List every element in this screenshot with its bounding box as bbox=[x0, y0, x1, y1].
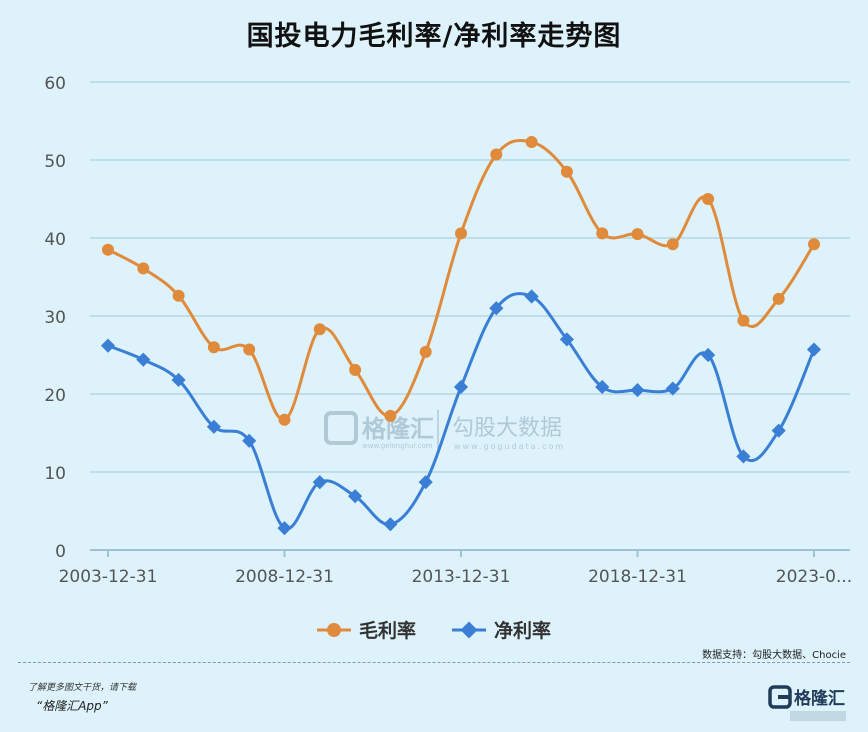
data-point-net bbox=[100, 338, 116, 353]
data-point-gross bbox=[137, 262, 150, 275]
legend-swatch-net bbox=[452, 621, 486, 638]
data-point-net bbox=[277, 521, 292, 536]
data-point-net bbox=[665, 381, 680, 396]
data-point-gross bbox=[772, 292, 785, 305]
legend-item-net: 净利率 bbox=[452, 616, 551, 643]
watermark-data-url: www.gogudata.com bbox=[454, 442, 565, 451]
watermark-brand-url: www.gelonghui.com bbox=[362, 442, 433, 450]
data-point-net bbox=[348, 489, 363, 504]
data-point-net bbox=[771, 423, 786, 438]
data-point-gross bbox=[313, 323, 326, 336]
legend-item-gross: 毛利率 bbox=[316, 616, 416, 643]
promo-line-1: 了解更多图文干货，请下载 bbox=[28, 683, 137, 693]
data-point-gross bbox=[455, 227, 467, 240]
chart-legend: 毛利率 净利率 bbox=[0, 616, 868, 643]
watermark: 格隆汇 www.gelonghui.com 勾股大数据 www.gogudata… bbox=[324, 410, 565, 451]
data-point-gross bbox=[207, 341, 220, 354]
data-point-gross bbox=[560, 165, 573, 178]
watermark-brand: 格隆汇 bbox=[362, 415, 434, 443]
data-point-net bbox=[701, 347, 716, 363]
legend-label-gross: 毛利率 bbox=[358, 620, 416, 642]
legend-swatch-gross bbox=[316, 622, 351, 637]
x-tick-label: 2013-12-31 bbox=[412, 567, 511, 587]
watermark-data-brand: 勾股大数据 bbox=[452, 416, 562, 441]
data-point-gross bbox=[737, 314, 750, 327]
x-tick-label: 2018-12-31 bbox=[588, 567, 687, 587]
data-point-net bbox=[171, 372, 186, 388]
data-point-net bbox=[736, 449, 751, 464]
data-point-gross bbox=[666, 238, 679, 251]
data-point-gross bbox=[349, 363, 362, 376]
data-point-gross bbox=[596, 227, 609, 240]
brand-logo: 格隆汇 bbox=[768, 685, 846, 721]
data-point-net bbox=[206, 419, 221, 434]
series-line-gross bbox=[107, 138, 816, 422]
y-tick-label: 0 bbox=[55, 542, 66, 562]
data-source-note: 数据支持：勾股大数据、Chocie bbox=[702, 650, 846, 661]
data-point-gross bbox=[419, 345, 432, 358]
data-point-gross bbox=[808, 238, 820, 251]
data-point-net bbox=[418, 475, 433, 490]
watermark-logo-mark bbox=[324, 411, 358, 445]
x-tick-label: 2023-0... bbox=[776, 567, 852, 587]
y-tick-label: 30 bbox=[44, 308, 66, 328]
data-point-net bbox=[383, 517, 398, 532]
series-line-net bbox=[107, 292, 816, 531]
footer-divider bbox=[18, 662, 850, 663]
data-point-net bbox=[312, 475, 327, 490]
y-tick-label: 20 bbox=[44, 386, 66, 406]
x-tick-label: 2003-12-31 bbox=[59, 567, 158, 587]
legend-label-net: 净利率 bbox=[494, 620, 552, 642]
data-point-net bbox=[630, 383, 645, 398]
data-point-gross bbox=[243, 343, 256, 356]
data-point-gross bbox=[384, 409, 397, 422]
axis-layer: 0 10 20 30 40 50 60 2003-12-31 2008-12-31 2013-12… bbox=[44, 74, 852, 587]
data-point-gross bbox=[172, 289, 185, 302]
data-point-gross bbox=[490, 148, 503, 161]
data-point-net bbox=[453, 379, 469, 395]
series-layer bbox=[100, 136, 822, 536]
data-point-net bbox=[559, 332, 574, 347]
data-point-gross bbox=[525, 136, 538, 149]
data-point-net bbox=[806, 342, 822, 357]
chart-title: 国投电力毛利率/净利率走势图 bbox=[246, 21, 622, 52]
data-point-gross bbox=[278, 413, 291, 426]
y-tick-label: 50 bbox=[44, 152, 66, 172]
data-point-net bbox=[595, 379, 610, 395]
data-point-gross bbox=[102, 243, 114, 256]
y-tick-label: 60 bbox=[44, 74, 66, 94]
y-tick-label: 40 bbox=[44, 230, 66, 250]
data-point-net bbox=[242, 433, 257, 448]
data-point-net bbox=[489, 301, 504, 316]
data-point-net bbox=[524, 289, 539, 304]
brand-logo-text: 格隆汇 bbox=[794, 688, 845, 709]
data-point-gross bbox=[702, 193, 715, 205]
promo-line-2: “格隆汇App” bbox=[36, 699, 108, 713]
grid-layer bbox=[90, 81, 850, 551]
y-tick-label: 10 bbox=[44, 464, 66, 484]
x-tick-label: 2008-12-31 bbox=[235, 567, 334, 587]
data-point-net bbox=[136, 352, 151, 367]
data-point-gross bbox=[631, 228, 644, 241]
